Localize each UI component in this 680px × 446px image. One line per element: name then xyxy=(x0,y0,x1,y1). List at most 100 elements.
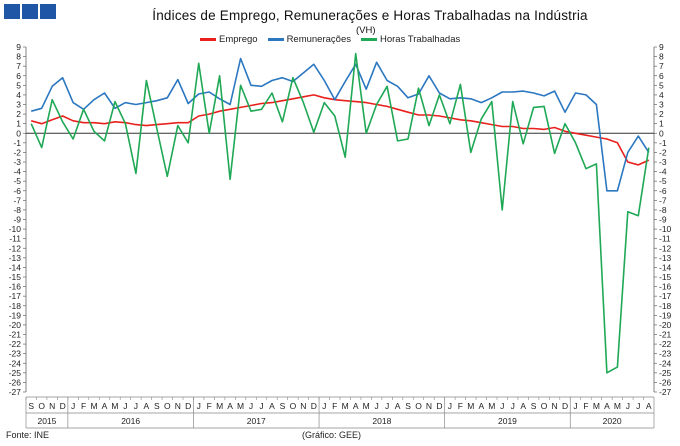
month-label: J xyxy=(71,401,75,411)
y-tick-label-left: 8 xyxy=(16,52,21,62)
y-tick-label-right: -20 xyxy=(659,320,672,330)
month-label: F xyxy=(583,401,588,411)
month-label: O xyxy=(415,401,422,411)
y-tick-label-left: -11 xyxy=(9,234,21,244)
legend-label-remuneracoes: Remunerações xyxy=(286,34,351,45)
y-tick-label-left: -9 xyxy=(13,215,21,225)
legend-label-horas: Horas Trabalhadas xyxy=(379,34,461,45)
y-tick-label-left: -4 xyxy=(13,167,21,177)
chart-unit: (VH) xyxy=(356,25,376,36)
month-label: J xyxy=(500,401,504,411)
y-tick-label-left: -26 xyxy=(9,377,22,387)
y-tick-label-right: 0 xyxy=(659,128,664,138)
series-line-1 xyxy=(30,94,650,166)
month-label: M xyxy=(363,401,370,411)
source-note: Fonte: INE xyxy=(6,430,50,440)
y-tick-label-left: -25 xyxy=(9,368,22,378)
month-label: M xyxy=(593,401,600,411)
y-tick-label-right: 9 xyxy=(659,42,664,52)
y-tick-label-right: 6 xyxy=(659,71,664,81)
y-tick-label-right: -27 xyxy=(659,387,672,397)
y-tick-label-right: -4 xyxy=(659,167,667,177)
month-label: J xyxy=(573,401,577,411)
y-tick-label-right: 8 xyxy=(659,52,664,62)
y-tick-label-left: -5 xyxy=(13,176,21,186)
y-tick-label-left: -15 xyxy=(9,272,22,282)
y-tick-label-right: -5 xyxy=(659,176,667,186)
month-label: O xyxy=(290,401,297,411)
y-tick-label-left: -16 xyxy=(9,282,22,292)
y-tick-label-left: -8 xyxy=(13,205,21,215)
legend-label-emprego: Emprego xyxy=(219,34,258,45)
y-tick-label-right: -14 xyxy=(659,262,672,272)
month-label: D xyxy=(562,401,568,411)
year-label: 2019 xyxy=(498,416,517,426)
y-tick-label-right: -16 xyxy=(659,282,672,292)
y-tick-label-left: -1 xyxy=(13,138,21,148)
y-tick-label-left: 7 xyxy=(16,61,21,71)
month-label: S xyxy=(280,401,286,411)
y-tick-label-left: -3 xyxy=(13,157,21,167)
y-tick-label-right: 1 xyxy=(659,119,664,129)
y-tick-label-left: 1 xyxy=(16,119,21,129)
year-label: 2016 xyxy=(121,416,140,426)
month-label: M xyxy=(216,401,223,411)
month-label: J xyxy=(375,401,379,411)
year-label: 2018 xyxy=(372,416,391,426)
y-tick-label-right: -25 xyxy=(659,368,672,378)
month-label: J xyxy=(249,401,253,411)
y-tick-label-right: -21 xyxy=(659,330,672,340)
series-line-2 xyxy=(30,57,650,192)
month-label: M xyxy=(90,401,97,411)
y-tick-label-right: -2 xyxy=(659,147,667,157)
month-label: S xyxy=(405,401,411,411)
y-tick-label-left: -13 xyxy=(9,253,22,263)
month-label: A xyxy=(646,401,652,411)
y-tick-label-right: -3 xyxy=(659,157,667,167)
y-tick-label-left: 0 xyxy=(16,128,21,138)
month-label: J xyxy=(123,401,127,411)
y-tick-label-left: -10 xyxy=(9,224,22,234)
month-label: F xyxy=(458,401,463,411)
month-label: J xyxy=(626,401,630,411)
y-tick-label-right: -12 xyxy=(659,243,672,253)
month-label: J xyxy=(322,401,326,411)
legend: Emprego Remunerações Horas Trabalhadas xyxy=(200,34,460,45)
legend-swatch-emprego xyxy=(200,38,216,41)
month-label: F xyxy=(332,401,337,411)
y-tick-label-right: 3 xyxy=(659,100,664,110)
month-label: M xyxy=(342,401,349,411)
legend-swatch-horas xyxy=(360,38,377,41)
y-tick-label-left: -24 xyxy=(9,358,22,368)
month-label: S xyxy=(154,401,160,411)
month-label: J xyxy=(197,401,201,411)
month-label: F xyxy=(81,401,86,411)
month-label: A xyxy=(478,401,484,411)
year-label: 2015 xyxy=(37,416,56,426)
month-label: N xyxy=(49,401,55,411)
month-label: D xyxy=(436,401,442,411)
y-tick-label-left: -17 xyxy=(9,291,22,301)
month-label: A xyxy=(520,401,526,411)
legend-item-emprego: Emprego xyxy=(200,34,258,45)
y-tick-label-right: 5 xyxy=(659,80,664,90)
month-label: N xyxy=(426,401,432,411)
month-label: S xyxy=(28,401,34,411)
y-tick-label-left: 4 xyxy=(16,90,21,100)
logo-block-1 xyxy=(4,4,20,19)
credit-note: (Gráfico: GEE) xyxy=(302,430,362,440)
month-label: N xyxy=(551,401,557,411)
y-tick-label-right: -23 xyxy=(659,349,672,359)
month-label: A xyxy=(227,401,233,411)
y-tick-label-right: -19 xyxy=(659,310,672,320)
y-tick-label-left: -23 xyxy=(9,349,22,359)
month-label: O xyxy=(541,401,548,411)
month-label: A xyxy=(144,401,150,411)
y-tick-label-left: 3 xyxy=(16,100,21,110)
y-tick-label-left: -14 xyxy=(9,262,22,272)
month-label: J xyxy=(511,401,515,411)
y-tick-label-right: 2 xyxy=(659,109,664,119)
y-tick-label-left: -12 xyxy=(9,243,22,253)
month-label: J xyxy=(385,401,389,411)
